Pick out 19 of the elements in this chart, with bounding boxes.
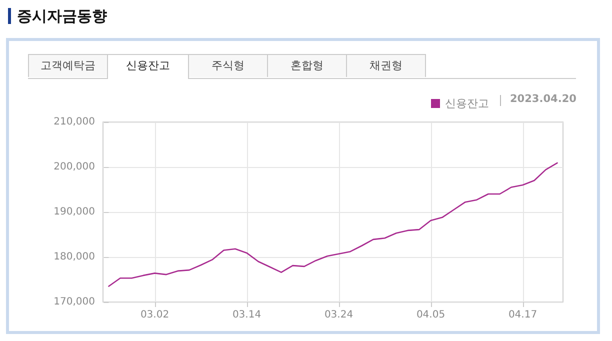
y-tick-label: 200,000 (54, 162, 95, 172)
text: 주식형 (188, 54, 268, 77)
text: 혼합형 (267, 54, 347, 77)
y-tick-label: 210,000 (54, 116, 95, 128)
y-tick-label: 180,000 (54, 252, 95, 262)
x-tick-label: 03.02 (140, 310, 170, 320)
text: 2023.04.20 (510, 93, 576, 105)
x-tick-label: 03.14 (232, 310, 262, 320)
text: 고객예탁금 (28, 54, 108, 77)
text: 신용잔고 (107, 54, 189, 79)
line-series (108, 162, 558, 287)
text: 채권형 (346, 54, 426, 77)
y-tick-label: 170,000 (54, 296, 95, 308)
chart-title: 증시자금동향 (8, 7, 107, 25)
x-tick-label: 03.24 (324, 310, 354, 320)
x-tick-label: 04.17 (508, 310, 538, 320)
x-tick-label: 04.05 (416, 310, 446, 320)
legend-label: 신용잔고 (445, 97, 489, 110)
y-tick-label: 190,000 (54, 206, 95, 218)
